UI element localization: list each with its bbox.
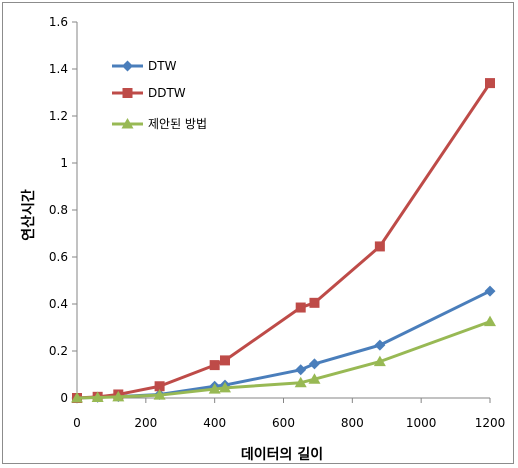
axes [76,22,490,399]
data-point-ddtw [374,241,385,252]
y-tick-labels: 0 0.2 0.4 0.6 0.8 1 1.2 1.4 1.6 [49,15,77,405]
data-point-proposed [153,389,166,400]
legend-marker-dtw [122,60,133,72]
data-point-ddtw [154,381,165,392]
x-tick-labels: 0 200 400 600 800 1000 1200 [73,398,505,430]
y-tick-label: 1.4 [49,62,68,76]
data-point-ddtw [485,78,495,89]
x-tick-label: 0 [73,416,81,430]
legend-item-proposed: 제안된 방법 [112,117,207,131]
series-line-proposed [76,320,491,400]
data-point-proposed [112,390,125,402]
data-point-proposed [71,392,83,403]
y-tick-label: 0.4 [49,297,68,311]
data-point-proposed [218,381,231,393]
data-point-dtw [484,285,496,297]
x-tick-label: 600 [272,416,295,430]
legend-label: DDTW [148,86,186,100]
x-tick-label: 400 [203,416,226,430]
y-axis-title: 연산시간 [20,189,37,241]
data-point-ddtw [295,302,306,313]
data-point-proposed [294,376,307,388]
data-point-dtw [295,364,307,376]
data-point-ddtw [219,355,230,366]
legend-label: DTW [148,59,177,73]
series-line-ddtw [76,82,492,400]
series-layer [71,78,496,404]
series-ddtw [72,78,495,403]
data-point-ddtw [209,360,220,371]
legend-item-dtw: DTW [112,59,177,73]
data-point-proposed [308,373,321,384]
y-tick-label: 1.2 [49,109,68,123]
data-point-dtw [308,358,320,370]
data-point-proposed [91,391,104,403]
y-tick-label: 1 [60,156,68,170]
y-tick-label: 0.6 [49,250,68,264]
data-point-proposed [373,355,386,367]
series-dtw [71,285,496,404]
y-tick-label: 0.8 [49,203,68,217]
data-point-dtw [374,339,386,351]
legend-item-ddtw: DDTW [112,86,186,100]
legend: DTW DDTW 제안된 방법 [112,59,207,131]
x-tick-label: 1200 [475,416,506,430]
y-tick-label: 0 [60,391,68,405]
data-point-ddtw [309,297,320,308]
legend-label: 제안된 방법 [148,117,207,131]
series-proposed [71,315,496,403]
legend-marker-proposed [121,118,134,129]
x-tick-label: 800 [341,416,364,430]
x-axis-title: 데이터의 길이 [241,446,323,463]
data-point-proposed [208,383,221,394]
data-point-proposed [484,315,496,327]
x-tick-label: 200 [134,416,157,430]
legend-marker-ddtw [122,88,133,98]
x-tick-label: 1000 [406,416,437,430]
y-tick-label: 0.2 [49,344,68,358]
y-tick-label: 1.6 [49,15,68,29]
